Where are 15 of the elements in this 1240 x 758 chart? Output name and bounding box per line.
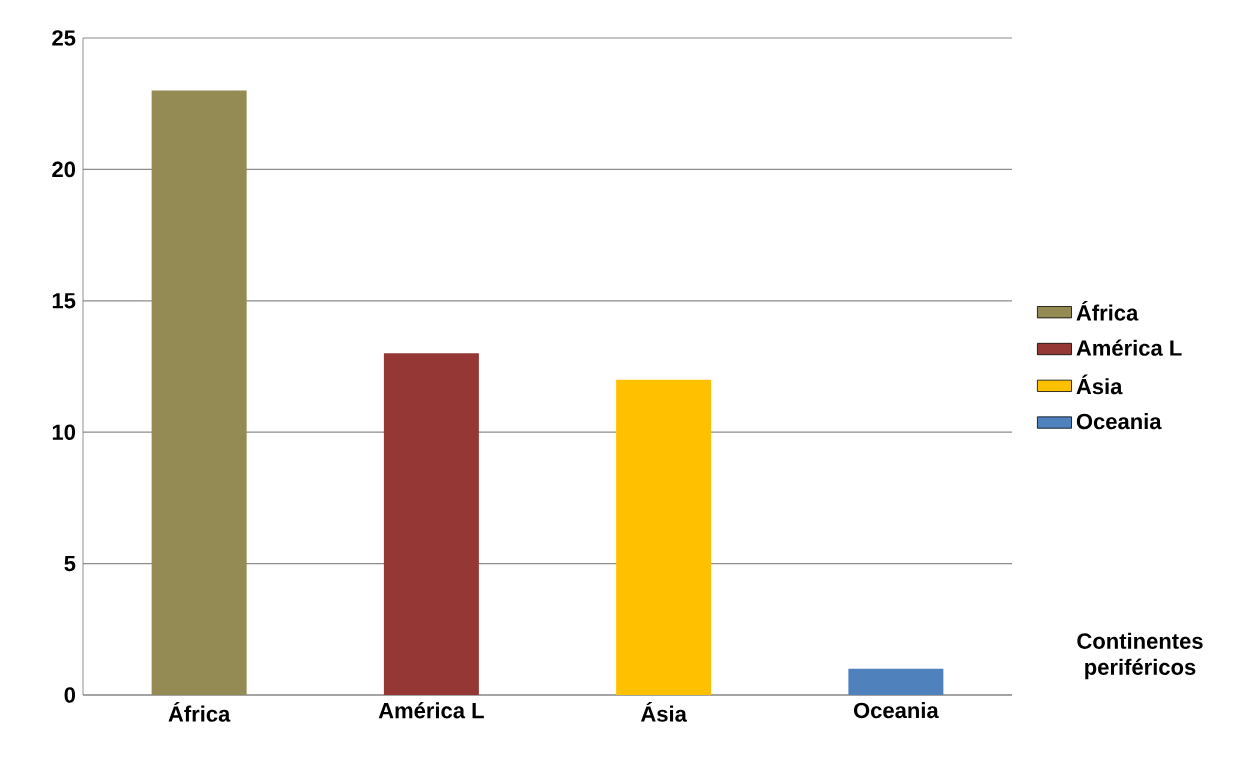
y-tick-label: 0 [64, 687, 76, 703]
x-tick-label: Oceania [853, 702, 939, 719]
x-tick-label: América L [378, 702, 484, 719]
y-tick-label: 20 [52, 161, 76, 178]
legend-label: América L [1076, 339, 1182, 356]
legend-label: Oceania [1076, 413, 1162, 430]
legend-label: África [1076, 300, 1139, 321]
x-tick-label: Ásia [640, 702, 687, 722]
y-tick-label: 15 [52, 293, 76, 309]
text: Continentes periféricos [1077, 632, 1203, 680]
y-tick-label: 5 [64, 555, 76, 572]
y-tick-label: 10 [52, 424, 76, 440]
x-tick-label: África [168, 702, 231, 722]
legend-label: Ásia [1076, 374, 1123, 395]
y-tick-label: 25 [52, 30, 76, 46]
